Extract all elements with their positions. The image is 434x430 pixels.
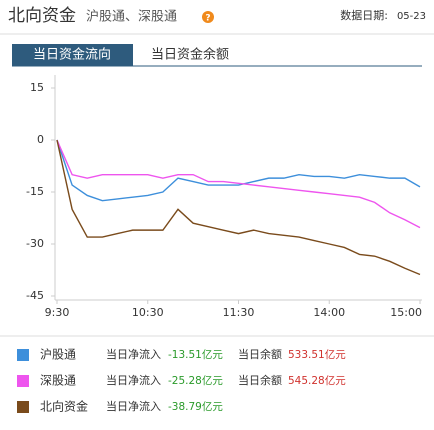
legend-swatch — [17, 401, 29, 413]
tab-active[interactable] — [12, 44, 133, 66]
legend-name: 北向资金 — [40, 399, 88, 414]
series-line — [56, 139, 421, 229]
x-tick-label: 9:30 — [45, 306, 70, 319]
legend-name: 深股通 — [40, 374, 76, 388]
x-tick-label: 10:30 — [132, 306, 164, 319]
inflow-label: 当日净流入 — [106, 373, 161, 387]
y-tick-label: -45 — [26, 289, 44, 302]
series-line — [56, 139, 421, 276]
series-line — [56, 139, 421, 202]
tab[interactable]: 当日资金余额 — [151, 47, 229, 63]
balance-label: 当日余额 — [238, 373, 282, 387]
title: 北向资金 — [8, 6, 76, 26]
tab[interactable]: 当日资金流向 — [33, 47, 111, 63]
x-tick-label: 15:00 — [390, 306, 422, 319]
x-tick-label: 14:00 — [313, 306, 345, 319]
balance-value: 545.28亿元 — [288, 374, 346, 387]
y-tick-label: 15 — [30, 81, 44, 94]
help-icon[interactable] — [202, 11, 214, 23]
inflow-label: 当日净流入 — [106, 399, 161, 413]
date-label: 数据日期: — [340, 8, 388, 22]
x-tick-label: 11:30 — [223, 306, 255, 319]
legend-swatch — [17, 349, 29, 361]
help-text[interactable]: ? — [205, 14, 210, 24]
inflow-label: 当日净流入 — [106, 347, 161, 361]
y-tick-label: -15 — [26, 185, 44, 198]
date: 05-23 — [397, 11, 426, 22]
legend-swatch — [17, 375, 29, 387]
balance-label: 当日余额 — [238, 347, 282, 361]
balance-value: 533.51亿元 — [288, 348, 346, 361]
y-tick-label: -30 — [26, 237, 44, 250]
inflow-value: -38.79亿元 — [168, 400, 223, 413]
y-tick-label: 0 — [37, 133, 44, 146]
inflow-value: -13.51亿元 — [168, 348, 223, 361]
legend-name: 沪股通 — [40, 348, 76, 362]
subtitle: 沪股通、深股通 — [86, 9, 177, 25]
inflow-value: -25.28亿元 — [168, 374, 223, 387]
